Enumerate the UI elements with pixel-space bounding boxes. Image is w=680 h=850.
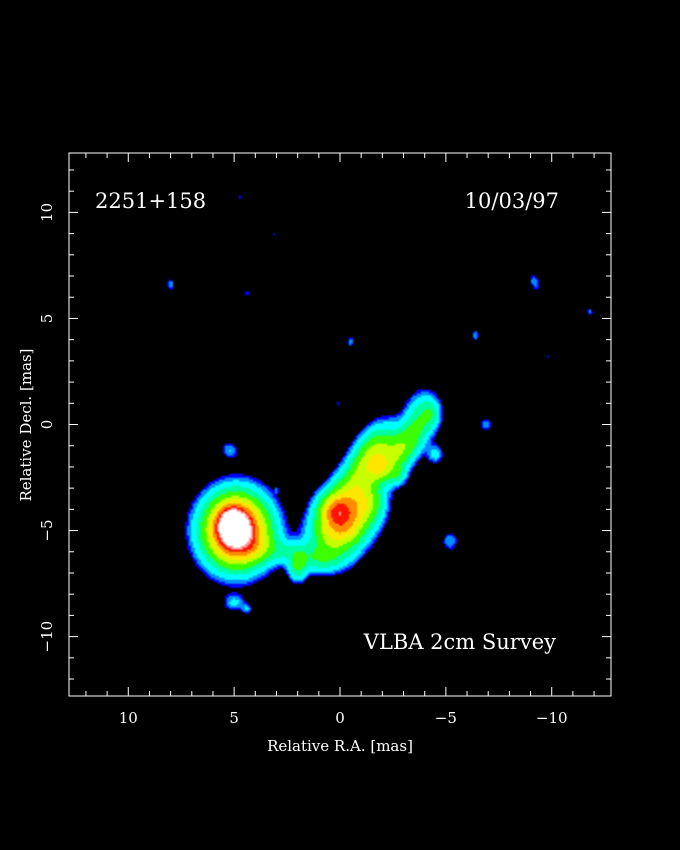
- y-tick-label: 0: [38, 420, 56, 430]
- x-tick-label: −10: [536, 709, 568, 727]
- source-name-label: 2251+158: [95, 189, 206, 213]
- brightness-heatmap: [69, 153, 611, 696]
- x-tick-label: 0: [335, 709, 345, 727]
- axis-ticks: [69, 153, 611, 696]
- y-tick-label: 5: [38, 314, 56, 324]
- y-tick-label: −5: [38, 519, 56, 541]
- x-tick-labels: 10 5 0 −5 −10: [119, 709, 568, 727]
- x-tick-label: 10: [119, 709, 138, 727]
- x-tick-label: −5: [435, 709, 457, 727]
- y-tick-label: 10: [38, 203, 56, 222]
- epoch-date-label: 10/03/97: [465, 189, 559, 213]
- y-axis-title: Relative Decl. [mas]: [17, 348, 35, 501]
- y-tick-labels: 10 5 0 −5 −10: [38, 203, 56, 653]
- survey-name-label: VLBA 2cm Survey: [363, 630, 556, 654]
- x-tick-label: 5: [229, 709, 239, 727]
- x-axis-title: Relative R.A. [mas]: [267, 737, 413, 755]
- y-tick-label: −10: [38, 621, 56, 653]
